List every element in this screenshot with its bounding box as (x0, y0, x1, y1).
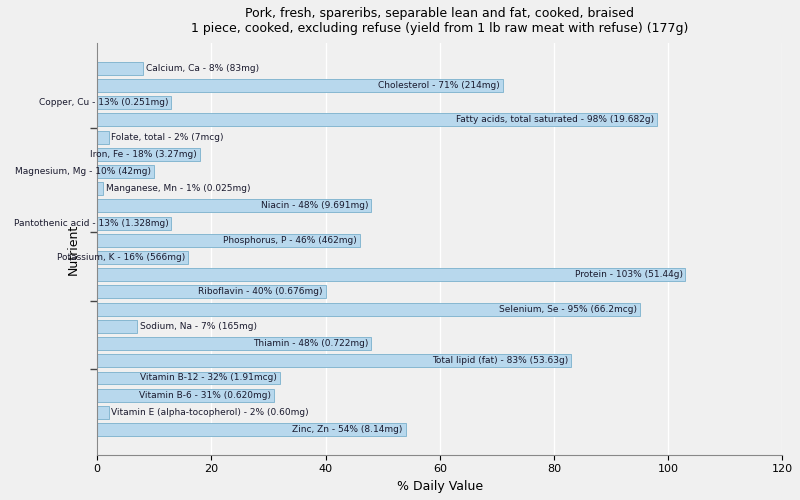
Text: Copper, Cu - 13% (0.251mg): Copper, Cu - 13% (0.251mg) (39, 98, 169, 107)
Bar (97, 182, 103, 195)
Bar (97, 234, 360, 247)
Text: Vitamin B-6 - 31% (0.620mg): Vitamin B-6 - 31% (0.620mg) (139, 390, 271, 400)
Bar (97, 268, 686, 281)
Text: Folate, total - 2% (7mcg): Folate, total - 2% (7mcg) (111, 132, 224, 141)
Bar (97, 406, 109, 419)
Text: Calcium, Ca - 8% (83mg): Calcium, Ca - 8% (83mg) (146, 64, 258, 72)
Text: Potassium, K - 16% (566mg): Potassium, K - 16% (566mg) (58, 253, 186, 262)
Bar (97, 286, 326, 298)
Text: Thiamin - 48% (0.722mg): Thiamin - 48% (0.722mg) (253, 339, 369, 348)
Bar (97, 337, 371, 350)
Bar (97, 148, 200, 160)
Bar (97, 423, 406, 436)
Text: Total lipid (fat) - 83% (53.63g): Total lipid (fat) - 83% (53.63g) (432, 356, 568, 366)
Bar (97, 372, 280, 384)
Bar (97, 130, 109, 143)
Text: Niacin - 48% (9.691mg): Niacin - 48% (9.691mg) (261, 202, 369, 210)
Bar (97, 388, 274, 402)
X-axis label: % Daily Value: % Daily Value (397, 480, 483, 493)
Bar (97, 79, 502, 92)
Bar (97, 62, 143, 74)
Text: Pantothenic acid - 13% (1.328mg): Pantothenic acid - 13% (1.328mg) (14, 218, 169, 228)
Text: Sodium, Na - 7% (165mg): Sodium, Na - 7% (165mg) (140, 322, 257, 331)
Text: Selenium, Se - 95% (66.2mcg): Selenium, Se - 95% (66.2mcg) (499, 304, 637, 314)
Text: Zinc, Zn - 54% (8.14mg): Zinc, Zn - 54% (8.14mg) (292, 425, 402, 434)
Bar (97, 320, 137, 333)
Text: Cholesterol - 71% (214mg): Cholesterol - 71% (214mg) (378, 81, 500, 90)
Bar (97, 251, 189, 264)
Bar (97, 354, 571, 367)
Text: Protein - 103% (51.44g): Protein - 103% (51.44g) (574, 270, 682, 279)
Title: Pork, fresh, spareribs, separable lean and fat, cooked, braised
1 piece, cooked,: Pork, fresh, spareribs, separable lean a… (191, 7, 689, 35)
Text: Vitamin E (alpha-tocopherol) - 2% (0.60mg): Vitamin E (alpha-tocopherol) - 2% (0.60m… (111, 408, 309, 417)
Bar (97, 216, 171, 230)
Text: Riboflavin - 40% (0.676mg): Riboflavin - 40% (0.676mg) (198, 288, 322, 296)
Text: Magnesium, Mg - 10% (42mg): Magnesium, Mg - 10% (42mg) (15, 167, 151, 176)
Bar (97, 302, 640, 316)
Text: Phosphorus, P - 46% (462mg): Phosphorus, P - 46% (462mg) (223, 236, 357, 245)
Text: Manganese, Mn - 1% (0.025mg): Manganese, Mn - 1% (0.025mg) (106, 184, 250, 193)
Y-axis label: Nutrient: Nutrient (66, 224, 80, 274)
Bar (97, 114, 657, 126)
Text: Vitamin B-12 - 32% (1.91mcg): Vitamin B-12 - 32% (1.91mcg) (140, 374, 277, 382)
Bar (97, 96, 171, 109)
Bar (97, 200, 371, 212)
Text: Iron, Fe - 18% (3.27mg): Iron, Fe - 18% (3.27mg) (90, 150, 197, 159)
Text: Fatty acids, total saturated - 98% (19.682g): Fatty acids, total saturated - 98% (19.6… (456, 116, 654, 124)
Bar (97, 165, 154, 178)
